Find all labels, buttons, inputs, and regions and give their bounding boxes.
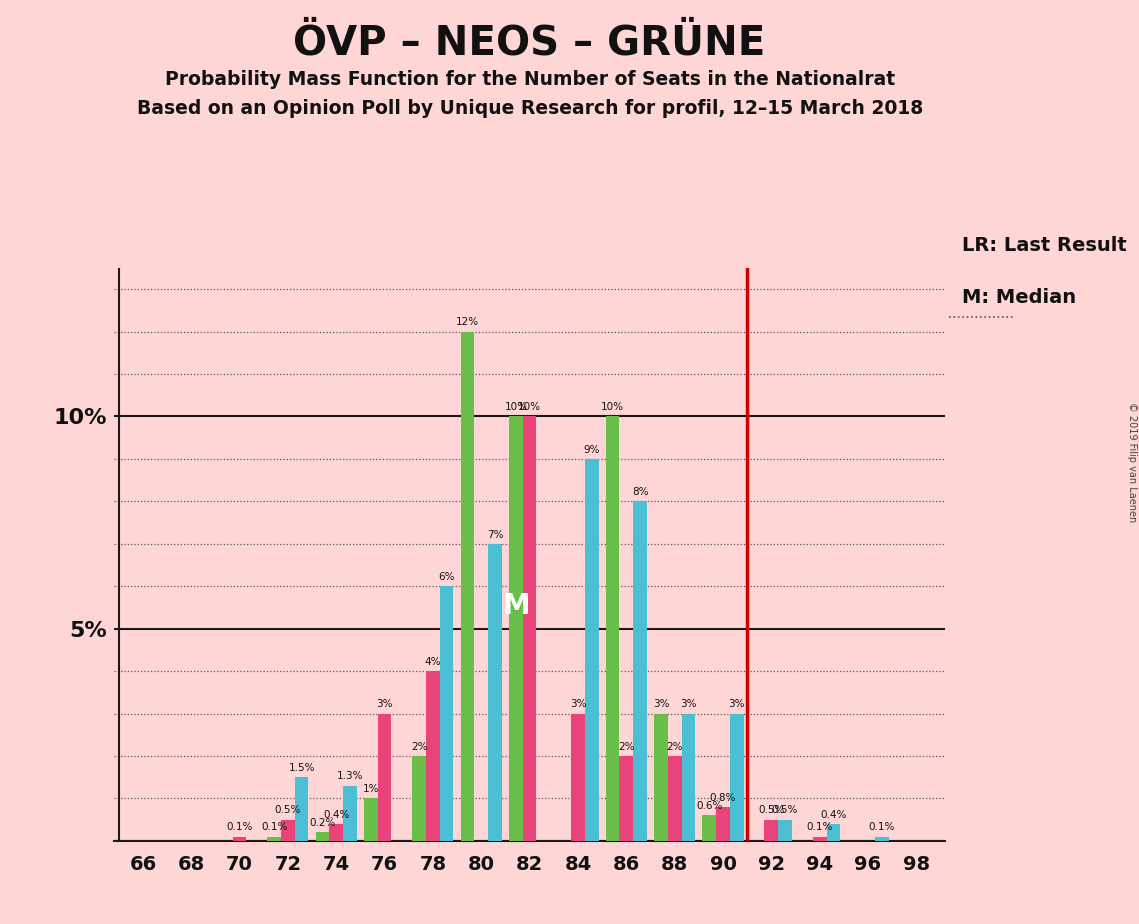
Bar: [667, 756, 681, 841]
Bar: [281, 820, 295, 841]
Bar: [813, 836, 827, 841]
Text: M: M: [502, 592, 530, 620]
Text: 3%: 3%: [729, 699, 745, 710]
Bar: [606, 417, 620, 841]
Bar: [654, 713, 667, 841]
Text: Based on an Opinion Poll by Unique Research for profil, 12–15 March 2018: Based on an Opinion Poll by Unique Resea…: [137, 99, 923, 118]
Bar: [378, 713, 392, 841]
Bar: [571, 713, 584, 841]
Text: 10%: 10%: [601, 402, 624, 412]
Bar: [232, 836, 246, 841]
Text: 1.3%: 1.3%: [337, 772, 363, 782]
Text: 3%: 3%: [376, 699, 393, 710]
Bar: [440, 586, 453, 841]
Bar: [426, 671, 440, 841]
Bar: [489, 544, 502, 841]
Bar: [633, 502, 647, 841]
Bar: [716, 807, 730, 841]
Bar: [268, 836, 281, 841]
Text: 0.1%: 0.1%: [869, 822, 895, 833]
Text: 6%: 6%: [439, 572, 454, 582]
Text: 2%: 2%: [411, 742, 427, 752]
Text: 2%: 2%: [666, 742, 683, 752]
Text: 3%: 3%: [653, 699, 670, 710]
Bar: [461, 332, 475, 841]
Text: 0.2%: 0.2%: [310, 818, 336, 828]
Text: 12%: 12%: [456, 317, 480, 327]
Bar: [509, 417, 523, 841]
Bar: [875, 836, 888, 841]
Text: 7%: 7%: [486, 529, 503, 540]
Text: 9%: 9%: [583, 444, 600, 455]
Text: ÖVP – NEOS – GRÜNE: ÖVP – NEOS – GRÜNE: [294, 23, 765, 63]
Text: 0.1%: 0.1%: [806, 822, 833, 833]
Text: 3%: 3%: [570, 699, 587, 710]
Bar: [681, 713, 695, 841]
Text: 0.5%: 0.5%: [759, 806, 785, 815]
Bar: [316, 833, 329, 841]
Text: 0.5%: 0.5%: [772, 806, 798, 815]
Text: 1%: 1%: [362, 784, 379, 794]
Text: 0.5%: 0.5%: [274, 806, 301, 815]
Text: 0.1%: 0.1%: [227, 822, 253, 833]
Bar: [295, 777, 309, 841]
Bar: [703, 815, 716, 841]
Text: © 2019 Filip van Laenen: © 2019 Filip van Laenen: [1126, 402, 1137, 522]
Bar: [764, 820, 778, 841]
Text: 10%: 10%: [518, 402, 541, 412]
Text: 0.8%: 0.8%: [710, 793, 736, 803]
Bar: [620, 756, 633, 841]
Text: LR: Last Result: LR: Last Result: [962, 236, 1128, 255]
Bar: [730, 713, 744, 841]
Bar: [343, 785, 357, 841]
Bar: [778, 820, 792, 841]
Text: 2%: 2%: [618, 742, 634, 752]
Text: Probability Mass Function for the Number of Seats in the Nationalrat: Probability Mass Function for the Number…: [164, 70, 895, 90]
Bar: [412, 756, 426, 841]
Text: 1.5%: 1.5%: [288, 763, 314, 773]
Text: 0.4%: 0.4%: [820, 809, 846, 820]
Text: 10%: 10%: [505, 402, 527, 412]
Text: 0.6%: 0.6%: [696, 801, 722, 811]
Bar: [364, 798, 378, 841]
Text: 8%: 8%: [632, 487, 648, 497]
Text: 0.4%: 0.4%: [323, 809, 350, 820]
Text: 4%: 4%: [425, 657, 441, 667]
Bar: [827, 824, 841, 841]
Bar: [523, 417, 536, 841]
Bar: [329, 824, 343, 841]
Text: 3%: 3%: [680, 699, 697, 710]
Bar: [584, 459, 598, 841]
Text: 0.1%: 0.1%: [261, 822, 287, 833]
Text: M: Median: M: Median: [962, 288, 1076, 308]
